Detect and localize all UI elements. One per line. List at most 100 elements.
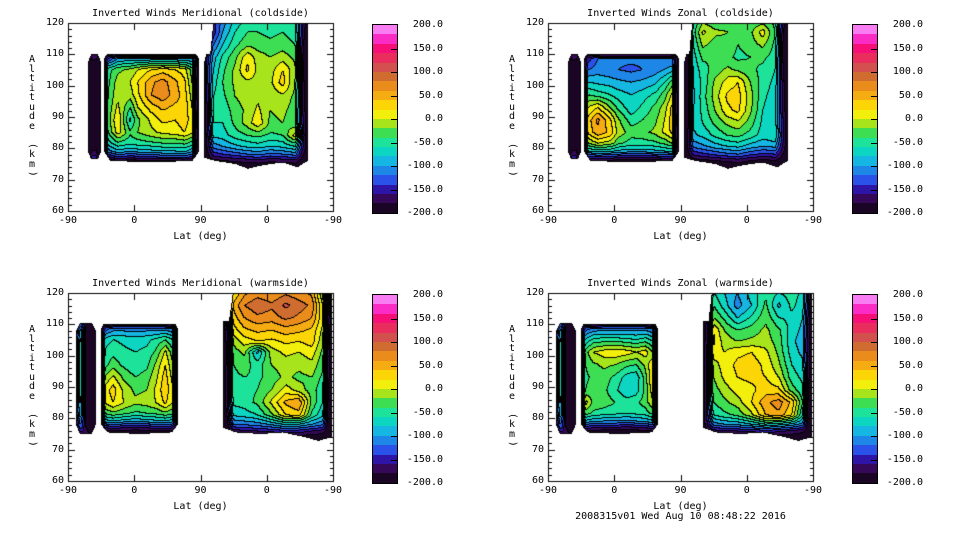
colorbar-label: -50.0 [412,407,443,418]
colorbar-tick [391,72,397,73]
x-tick-label: 0 [611,485,618,496]
colorbar-band [853,323,877,333]
x-tick-label: -90 [538,215,558,226]
colorbar-label: -100.0 [406,430,443,441]
colorbar-band [853,71,877,82]
colorbar-label: -200.0 [406,207,443,218]
colorbar-tick [391,460,397,461]
x-tick-label: -90 [538,485,558,496]
colorbar-band [373,71,397,82]
colorbar-band [853,25,877,35]
colorbar-label: 0.0 [904,383,923,394]
x-axis-label: Lat (deg) [653,231,708,242]
y-tick-label: 60 [531,205,544,216]
colorbar-band [853,295,877,305]
x-tick-label: -90 [58,485,78,496]
colorbar-label: 50.0 [418,360,443,371]
colorbar-label: -100.0 [886,160,923,171]
x-tick-label: -90 [803,485,823,496]
colorbar-label: -200.0 [886,207,923,218]
colorbar-label: 0.0 [424,113,443,124]
colorbar-label: 100.0 [892,336,923,347]
colorbar-band [853,417,877,427]
y-tick-label: 110 [45,318,64,330]
y-tick-label: 120 [45,287,64,298]
colorbar-band [853,184,877,195]
colorbar-band [853,43,877,54]
colorbar-label: 0.0 [424,383,443,394]
colorbar-label: -200.0 [886,477,923,488]
colorbar-label: 150.0 [412,313,443,324]
y-tick-label: 100 [45,79,64,91]
colorbar-band [373,370,397,380]
y-tick-label: 80 [51,412,64,424]
colorbar-tick [391,190,397,191]
colorbar-band [373,118,397,129]
y-tick-label: 70 [531,443,544,455]
y-tick-label: 90 [531,111,544,122]
colorbar-tick [391,389,397,390]
x-tick-label: 90 [194,485,207,496]
x-tick-label: -90 [803,215,823,226]
y-tick-label: 110 [525,48,544,60]
colorbar-band [853,175,877,185]
colorbar-label: -200.0 [406,477,443,488]
colorbar-band [373,128,397,138]
x-axis-label: Lat (deg) [173,501,228,512]
colorbar-tick [871,166,877,167]
colorbar-tick [871,319,877,320]
y-tick-label: 70 [51,443,64,455]
colorbar-band [373,473,397,483]
y-tick-label: 100 [525,349,544,361]
colorbar-tick [391,143,397,144]
x-tick-label: 0 [263,215,270,226]
contour-plot-canvas-zonal-warmside [480,270,960,540]
colorbar-label: -150.0 [406,454,443,465]
colorbar-band [853,109,877,119]
colorbar-band [853,81,877,91]
y-tick-label: 60 [531,475,544,486]
y-tick-label: 60 [51,475,64,486]
y-tick-label: 70 [531,173,544,185]
colorbar-label: 50.0 [418,90,443,101]
x-tick-label: 90 [194,215,207,226]
colorbar-band [373,53,397,63]
colorbar-band [373,109,397,119]
colorbar-band [853,379,877,389]
colorbar-band [373,175,397,185]
colorbar-label: 100.0 [412,336,443,347]
x-tick-label: -90 [58,215,78,226]
colorbar-band [373,43,397,54]
colorbar-band [853,128,877,138]
contour-plot-canvas-zonal-coldside [480,0,960,270]
colorbar [372,294,398,484]
colorbar-band [373,323,397,333]
colorbar-band [853,147,877,157]
colorbar-tick [871,436,877,437]
y-tick-label: 100 [525,79,544,91]
colorbar [372,24,398,214]
colorbar-tick [391,319,397,320]
colorbar-band [853,34,877,44]
colorbar-band [853,62,877,72]
colorbar-band [373,25,397,35]
panel-title: Inverted Winds Zonal (coldside) [587,8,774,19]
colorbar-tick [871,460,877,461]
y-tick-label: 80 [531,412,544,424]
x-tick-label: 90 [674,215,687,226]
y-tick-label: 80 [51,142,64,154]
panel-title: Inverted Winds Zonal (warmside) [587,278,774,289]
colorbar-band [853,304,877,314]
colorbar-label: 200.0 [412,19,443,30]
colorbar-label: -50.0 [892,137,923,148]
colorbar-band [373,137,397,148]
colorbar-band [373,417,397,427]
colorbar-band [853,473,877,483]
panel-meridional-coldside: Inverted Winds Meridional (coldside) Lat … [0,0,480,270]
colorbar [852,294,878,484]
colorbar-band [853,445,877,455]
